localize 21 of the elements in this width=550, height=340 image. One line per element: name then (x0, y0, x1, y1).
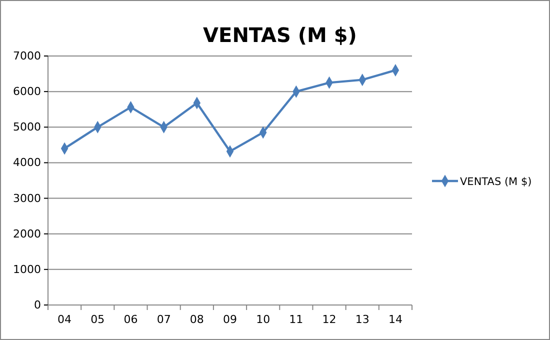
x-tick-label: 14 (388, 312, 402, 326)
y-tick-label: 7000 (13, 50, 41, 63)
legend-label: VENTAS (M $) (460, 176, 532, 188)
y-tick-label: 0 (34, 298, 41, 312)
x-tick-label: 12 (322, 312, 336, 326)
x-tick-label: 06 (124, 312, 138, 326)
x-tick-label: 10 (256, 312, 270, 326)
y-tick-label: 1000 (13, 262, 41, 276)
x-tick-label: 11 (289, 312, 304, 326)
y-tick-label: 4000 (13, 156, 41, 170)
x-tick-label: 13 (355, 312, 370, 326)
y-tick-label: 5000 (13, 120, 41, 134)
y-tick-label: 2000 (13, 227, 41, 240)
x-tick-label: 08 (190, 312, 204, 326)
x-tick-label: 05 (90, 312, 105, 326)
y-tick-label: 3000 (13, 192, 41, 205)
x-tick-label: 07 (156, 312, 171, 326)
x-tick-label: 09 (223, 312, 237, 326)
chart-title: VENTAS (M $) (203, 23, 357, 47)
x-tick-label: 04 (58, 312, 72, 326)
y-tick-label: 6000 (13, 85, 41, 98)
